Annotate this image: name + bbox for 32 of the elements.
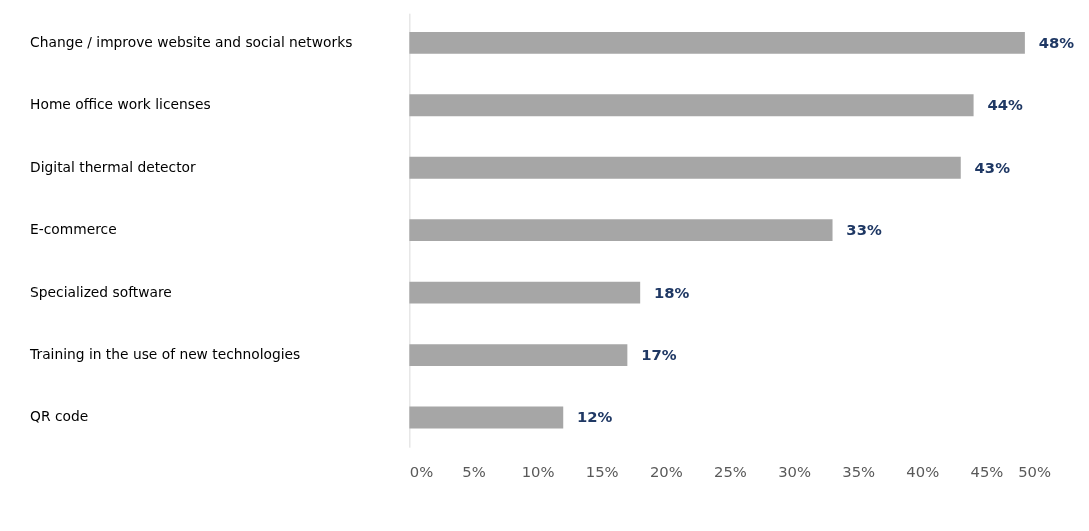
x-tick-label: 0% bbox=[409, 463, 434, 481]
bar bbox=[409, 156, 961, 179]
x-tick-label: 10% bbox=[521, 463, 555, 481]
y-tick-label: Specialized software bbox=[30, 283, 172, 300]
bar bbox=[409, 406, 564, 429]
x-tick-label: 50% bbox=[1018, 463, 1052, 481]
x-tick-label: 25% bbox=[714, 463, 747, 481]
data-label: 33% bbox=[846, 221, 882, 239]
x-tick-label: 15% bbox=[585, 463, 619, 481]
data-label: 18% bbox=[653, 283, 690, 301]
x-tick-label: 40% bbox=[906, 463, 940, 481]
data-label: 12% bbox=[577, 408, 613, 426]
x-tick-label: 45% bbox=[970, 463, 1004, 481]
y-tick-label: Training in the use of new technologies bbox=[29, 346, 301, 363]
x-tick-label: 5% bbox=[462, 463, 486, 481]
data-label: 44% bbox=[987, 96, 1023, 114]
y-tick-label: QR code bbox=[30, 408, 89, 425]
data-label: 17% bbox=[641, 346, 677, 364]
x-tick-label: 20% bbox=[649, 463, 683, 481]
y-tick-label: Digital thermal detector bbox=[30, 158, 196, 175]
bar bbox=[409, 94, 974, 117]
y-tick-label: Change / improve website and social networks bbox=[30, 33, 353, 50]
x-tick-label: 35% bbox=[842, 463, 876, 481]
y-tick-label: E-commerce bbox=[30, 221, 117, 238]
data-label: 43% bbox=[974, 158, 1011, 176]
bar bbox=[409, 219, 833, 242]
bar bbox=[409, 281, 641, 304]
x-tick-label: 30% bbox=[778, 463, 811, 481]
y-tick-label: Home office work licenses bbox=[30, 96, 211, 113]
bar bbox=[409, 31, 1025, 54]
bar bbox=[409, 344, 628, 367]
data-label: 48% bbox=[1038, 33, 1075, 51]
